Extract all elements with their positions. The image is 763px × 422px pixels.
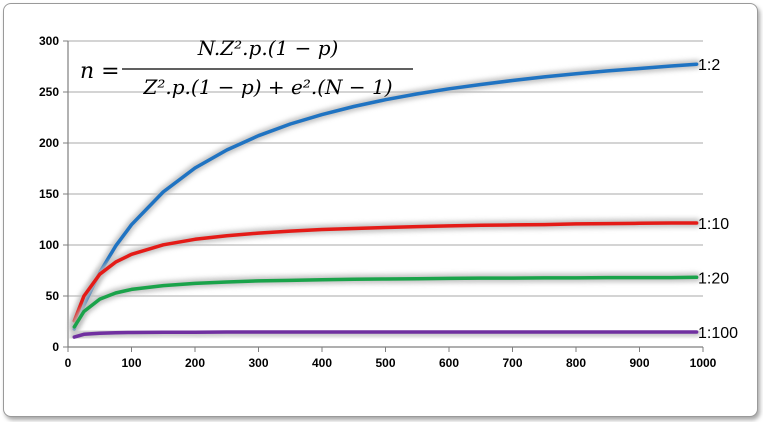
series-shadow-1-10 xyxy=(69,218,702,326)
x-tick-label: 800 xyxy=(566,356,586,370)
y-tick-label: 250 xyxy=(39,85,59,99)
x-tick-label: 500 xyxy=(375,356,395,370)
y-tick-label: 150 xyxy=(39,187,59,201)
x-tick-label: 600 xyxy=(439,356,459,370)
series-lines xyxy=(69,59,702,342)
series-label-1-20: 1:20 xyxy=(698,270,729,287)
x-tick-label: 100 xyxy=(121,356,141,370)
series-line-1-20 xyxy=(72,275,699,329)
x-tick-label: 1000 xyxy=(690,356,717,370)
formula-annotation: n = N.Z².p.(1 − p) Z².p.(1 − p) + e².(N … xyxy=(80,36,413,99)
series-line-1-10 xyxy=(72,221,699,323)
x-tick-label: 700 xyxy=(502,356,522,370)
y-tick-label: 200 xyxy=(39,136,59,150)
y-tick-label: 300 xyxy=(39,34,59,48)
x-tick-label: 900 xyxy=(629,356,649,370)
formula-numerator: N.Z².p.(1 − p) xyxy=(197,36,339,60)
y-tick-label: 50 xyxy=(46,289,60,303)
y-tick-label: 0 xyxy=(52,340,59,354)
series-line-1-2 xyxy=(72,62,699,331)
x-tick-label: 400 xyxy=(312,356,332,370)
series-label-1-10: 1:10 xyxy=(698,216,729,233)
x-tick-label: 200 xyxy=(185,356,205,370)
series-line-1-100 xyxy=(72,330,699,339)
formula-lhs: n = xyxy=(80,59,120,84)
series-label-1-100: 1:100 xyxy=(698,325,738,342)
series-label-1-2: 1:2 xyxy=(698,57,720,74)
formula-denominator: Z².p.(1 − p) + e².(N − 1) xyxy=(142,75,392,99)
tick-labels: 0 50 100 150 200 250 300 0 100 200 300 400 500 600 700… xyxy=(39,34,717,370)
axes xyxy=(63,40,704,352)
series-labels: 1:2 1:10 1:20 1:100 xyxy=(698,57,738,342)
x-tick-label: 0 xyxy=(65,356,72,370)
y-tick-label: 100 xyxy=(39,238,59,252)
x-tick-label: 300 xyxy=(248,356,268,370)
